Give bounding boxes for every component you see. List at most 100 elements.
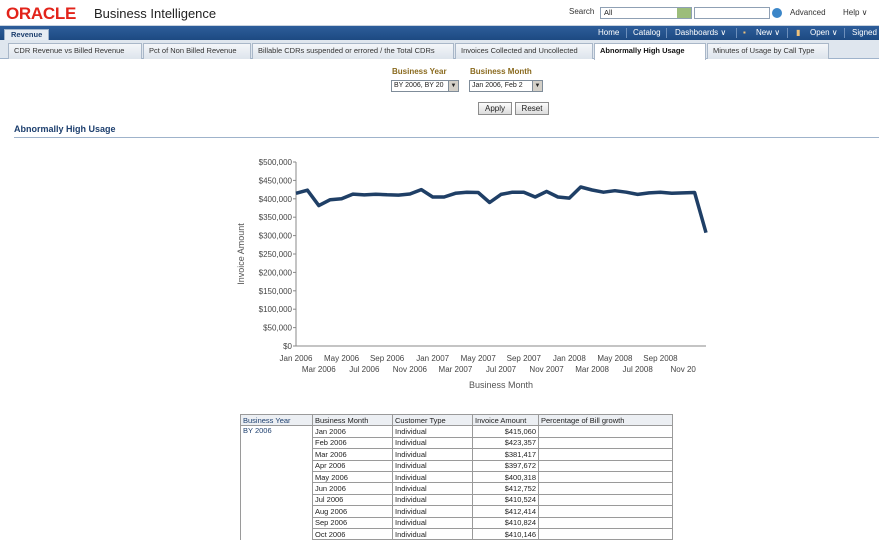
tab-billable-cdrs[interactable]: Billable CDRs suspended or errored / the… <box>252 43 454 59</box>
nav-catalog[interactable]: Catalog <box>633 28 661 37</box>
year-prompt-value: BY 2006, BY 20 <box>394 82 444 89</box>
x-tick-label: Sep 2008 <box>643 354 678 363</box>
cell-business-year <box>240 482 313 495</box>
cell-bill-growth <box>538 493 673 507</box>
x-tick-label: Jan 2006 <box>280 354 313 363</box>
year-prompt-select[interactable]: BY 2006, BY 20 ▼ <box>391 80 459 92</box>
x-tick-label: Nov 20 <box>671 365 697 374</box>
x-tick-label: Jul 2007 <box>486 365 517 374</box>
cell-invoice-amount: $415,060 <box>472 425 539 438</box>
cell-bill-growth <box>538 459 673 472</box>
nav-home[interactable]: Home <box>598 28 620 37</box>
cell-customer-type: Individual <box>392 459 473 472</box>
x-tick-label: Jan 2008 <box>553 354 586 363</box>
y-tick-label: $350,000 <box>259 213 293 222</box>
cell-business-month: Apr 2006 <box>312 459 393 472</box>
x-tick-label: Nov 2007 <box>529 365 564 374</box>
column-header: Percentage of Bill growth <box>538 413 673 427</box>
cell-invoice-amount: $397,672 <box>472 459 539 472</box>
chevron-down-icon[interactable]: ▼ <box>532 81 542 91</box>
cell-invoice-amount: $381,417 <box>472 448 539 461</box>
cell-bill-growth <box>538 527 673 541</box>
y-tick-label: $150,000 <box>259 287 293 296</box>
cell-customer-type: Individual <box>392 482 473 495</box>
cell-invoice-amount: $412,414 <box>472 505 539 518</box>
chevron-down-icon[interactable]: ▼ <box>448 81 458 91</box>
dashboard-tab[interactable]: Revenue <box>4 29 50 40</box>
month-prompt-select[interactable]: Jan 2006, Feb 2 ▼ <box>469 80 543 92</box>
cell-business-month: Jul 2006 <box>312 493 393 507</box>
tab-non-billed[interactable]: Pct of Non Billed Revenue <box>143 43 251 59</box>
folder-icon: ▮ <box>796 28 801 37</box>
cell-business-month: May 2006 <box>312 470 393 484</box>
apply-button[interactable]: Apply <box>478 102 512 115</box>
x-tick-label: May 2006 <box>324 354 360 363</box>
column-header: Invoice Amount <box>472 413 539 427</box>
nav-divider <box>844 28 845 38</box>
cell-business-year[interactable]: BY 2006 <box>240 425 313 438</box>
table-row: Sep 2006 Individual $410,824 <box>240 516 673 529</box>
cell-invoice-amount: $410,524 <box>472 493 539 507</box>
cell-invoice-amount: $423,357 <box>472 436 539 450</box>
nav-dashboards[interactable]: Dashboards ∨ <box>675 28 727 37</box>
global-nav: Home Catalog Dashboards ∨ ▪ New ∨ ▮ Open… <box>0 26 879 40</box>
nav-open[interactable]: Open ∨ <box>810 28 838 37</box>
cell-business-year <box>240 471 313 483</box>
column-header: Customer Type <box>392 413 473 427</box>
tab-invoices[interactable]: Invoices Collected and Uncollected <box>455 43 593 59</box>
cell-business-year <box>240 460 313 472</box>
y-axis-title: Invoice Amount <box>236 223 246 285</box>
search-scope-select[interactable]: All <box>600 7 692 19</box>
search-go-icon[interactable] <box>772 8 782 18</box>
cell-business-year <box>240 448 313 461</box>
cell-business-month: Oct 2006 <box>312 527 393 541</box>
cell-customer-type: Individual <box>392 436 473 450</box>
oracle-logo: ORACLE <box>6 4 76 23</box>
tab-cdr-revenue[interactable]: CDR Revenue vs Billed Revenue <box>8 43 142 59</box>
y-tick-label: $0 <box>283 342 292 351</box>
top-header: ORACLE Business Intelligence Search All … <box>0 0 879 26</box>
cell-business-month: Jun 2006 <box>312 482 393 495</box>
nav-new[interactable]: New ∨ <box>756 28 781 37</box>
cell-bill-growth <box>538 436 673 450</box>
series-line <box>295 185 708 234</box>
nav-signed[interactable]: Signed <box>852 28 877 37</box>
table-row: May 2006 Individual $400,318 <box>240 470 673 484</box>
nav-divider <box>626 28 627 38</box>
year-prompt-label: Business Year <box>392 67 447 76</box>
invoice-table: Business Year Business Month Customer Ty… <box>240 413 673 541</box>
x-tick-label: Mar 2007 <box>439 365 473 374</box>
reset-button[interactable]: Reset <box>515 102 549 115</box>
advanced-link[interactable]: Advanced <box>790 8 826 17</box>
cell-customer-type: Individual <box>392 470 473 484</box>
search-input[interactable] <box>694 7 770 19</box>
table-row: Apr 2006 Individual $397,672 <box>240 459 673 472</box>
cell-business-year <box>240 528 313 540</box>
x-tick-label: Nov 2006 <box>393 365 428 374</box>
x-tick-label: May 2007 <box>461 354 497 363</box>
cell-business-month: Feb 2006 <box>312 436 393 450</box>
table-header-row: Business Year Business Month Customer Ty… <box>240 413 673 427</box>
cell-invoice-amount: $410,146 <box>472 527 539 541</box>
cell-customer-type: Individual <box>392 527 473 541</box>
cell-customer-type: Individual <box>392 425 473 438</box>
cell-business-month: Sep 2006 <box>312 516 393 529</box>
cell-invoice-amount: $412,752 <box>472 482 539 495</box>
column-header: Business Month <box>312 413 393 427</box>
table-row: Jul 2006 Individual $410,524 <box>240 493 673 507</box>
cell-bill-growth <box>538 505 673 518</box>
search-scope-value: All <box>604 8 613 17</box>
table-row: BY 2006 Jan 2006 Individual $415,060 <box>240 425 673 438</box>
cell-customer-type: Individual <box>392 493 473 507</box>
tab-minutes-of-usage[interactable]: Minutes of Usage by Call Type <box>707 43 829 59</box>
column-header[interactable]: Business Year <box>240 413 313 427</box>
tab-abnormally-high-usage[interactable]: Abnormally High Usage <box>594 43 706 60</box>
y-tick-label: $100,000 <box>259 305 293 314</box>
month-prompt-value: Jan 2006, Feb 2 <box>472 82 523 89</box>
x-axis-title: Business Month <box>469 380 533 390</box>
chevron-down-icon[interactable] <box>677 8 691 18</box>
search-label: Search <box>569 7 595 16</box>
cell-business-year <box>240 517 313 529</box>
help-menu[interactable]: Help ∨ <box>843 8 868 17</box>
cell-customer-type: Individual <box>392 516 473 529</box>
